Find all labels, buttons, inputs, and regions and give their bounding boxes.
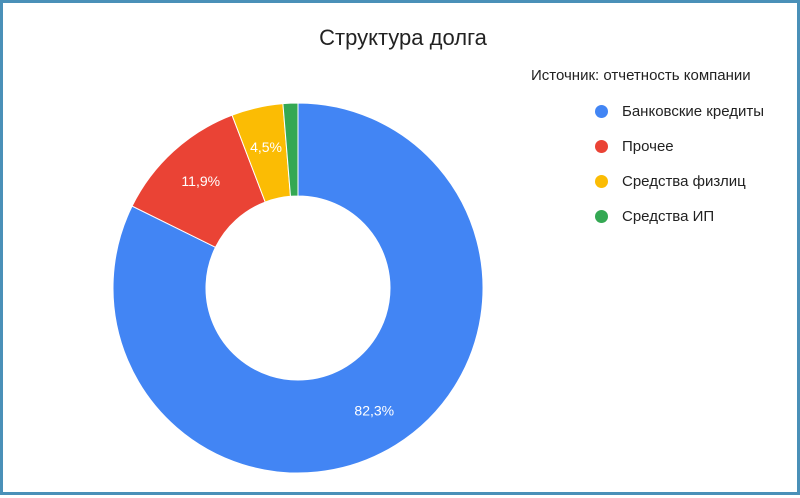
legend-swatch xyxy=(595,210,608,223)
slice-data-label: 82,3% xyxy=(354,403,394,419)
slice-data-label: 4,5% xyxy=(250,139,282,155)
legend-label: Средства ИП xyxy=(622,208,715,225)
slice-data-label: 11,9% xyxy=(181,173,220,189)
legend-swatch xyxy=(595,175,608,188)
legend-swatch xyxy=(595,105,608,118)
chart-title: Структура долга xyxy=(319,25,487,50)
legend-label: Прочее xyxy=(622,138,674,155)
slice-entrepreneurs-funds[interactable] xyxy=(282,102,299,197)
legend-swatch xyxy=(595,140,608,153)
legend-label: Банковские кредиты xyxy=(622,103,764,120)
legend-label: Средства физлиц xyxy=(622,173,746,190)
donut-chart: 82,3% 11,9% 4,5% xyxy=(112,102,484,474)
legend-title: Источник: отчетность компании xyxy=(531,67,751,84)
slice-bank-loans[interactable] xyxy=(112,102,484,474)
